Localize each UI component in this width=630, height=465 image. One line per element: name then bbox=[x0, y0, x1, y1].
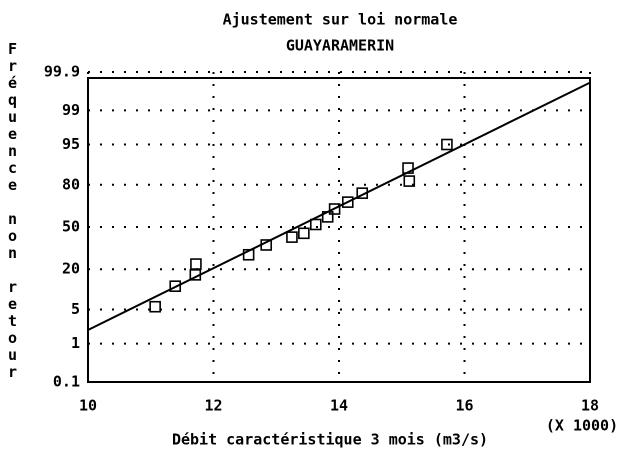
y-tick-label: 99 bbox=[62, 101, 80, 119]
x-tick-label: 18 bbox=[581, 397, 599, 415]
y-tick-label: 99.9 bbox=[44, 63, 80, 81]
y-tick-label: 50 bbox=[62, 218, 80, 236]
y-tick-label: 95 bbox=[62, 135, 80, 153]
plot-frame bbox=[87, 77, 591, 383]
chart-title: Ajustement sur loi normale bbox=[223, 11, 458, 29]
y-axis-label: Fréquence non retour bbox=[4, 40, 22, 380]
data-point bbox=[190, 258, 202, 270]
data-point bbox=[403, 175, 416, 187]
y-tick-label: 20 bbox=[62, 260, 80, 278]
data-point bbox=[441, 138, 453, 151]
data-point bbox=[169, 280, 182, 292]
data-point bbox=[309, 218, 322, 231]
x-tick-label: 12 bbox=[204, 397, 222, 415]
data-point bbox=[286, 231, 298, 243]
y-tick-label: 1 bbox=[71, 334, 80, 352]
y-tick-label: 5 bbox=[71, 300, 80, 318]
data-point bbox=[298, 227, 310, 240]
chart-subtitle: GUAYARAMERIN bbox=[286, 37, 394, 55]
data-point bbox=[149, 300, 161, 313]
x-multiplier: (X 1000) bbox=[546, 417, 618, 435]
x-tick-label: 10 bbox=[79, 397, 97, 415]
y-tick-label: 80 bbox=[62, 175, 80, 193]
x-axis-label: Débit caractéristique 3 mois (m3/s) bbox=[172, 431, 488, 449]
data-point bbox=[328, 203, 341, 215]
x-tick-label: 14 bbox=[330, 397, 348, 415]
y-tick-label: 0.1 bbox=[53, 373, 80, 391]
x-tick-label: 16 bbox=[455, 397, 473, 415]
fit-line bbox=[87, 81, 591, 331]
data-point bbox=[341, 196, 354, 208]
